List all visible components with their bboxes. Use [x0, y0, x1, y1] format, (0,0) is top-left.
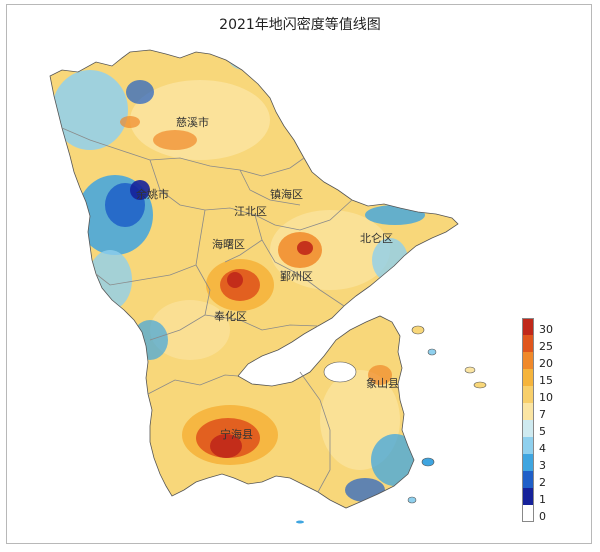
- legend-swatch-30: [522, 318, 534, 335]
- color-legend: 30 25 20 15 10 7 5 4 3 2 1 0: [522, 318, 582, 528]
- district-boundaries: [61, 127, 353, 493]
- legend-label-3: 3: [539, 459, 546, 472]
- legend-swatch-0: [522, 505, 534, 522]
- legend-label-10: 10: [539, 391, 553, 404]
- map-title: 2021年地闪密度等值线图: [219, 17, 381, 33]
- islands: [296, 325, 487, 524]
- legend-swatch-7: [522, 403, 534, 420]
- legend-label-1: 1: [539, 493, 546, 506]
- legend-swatch-2: [522, 471, 534, 488]
- place-label-yinzhou: 鄞州区: [280, 270, 313, 283]
- legend-label-4: 4: [539, 442, 546, 455]
- place-label-ninghai: 宁海县: [220, 428, 253, 441]
- place-label-jiangbei: 江北区: [234, 205, 267, 218]
- legend-swatch-1: [522, 488, 534, 505]
- legend-label-5: 5: [539, 425, 546, 438]
- legend-swatch-20: [522, 352, 534, 369]
- place-label-zhenhai: 镇海区: [270, 188, 303, 201]
- place-label-haishu: 海曙区: [212, 238, 245, 251]
- legend-label-15: 15: [539, 374, 553, 387]
- place-label-cixi: 慈溪市: [176, 116, 209, 129]
- place-label-xiangshan: 象山县: [366, 377, 399, 390]
- legend-swatch-25: [522, 335, 534, 352]
- legend-swatch-10: [522, 386, 534, 403]
- legend-label-2: 2: [539, 476, 546, 489]
- legend-label-0: 0: [539, 510, 546, 523]
- density-field: [50, 50, 458, 508]
- legend-swatch-5: [522, 420, 534, 437]
- legend-swatch-15: [522, 369, 534, 386]
- legend-label-25: 25: [539, 340, 553, 353]
- place-label-beilun: 北仑区: [360, 232, 393, 245]
- legend-label-7: 7: [539, 408, 546, 421]
- legend-swatch-3: [522, 454, 534, 471]
- place-label-yuyao: 余姚市: [136, 188, 169, 201]
- legend-label-20: 20: [539, 357, 553, 370]
- coastline: [49, 49, 459, 509]
- legend-label-30: 30: [539, 323, 553, 336]
- place-label-fenghua: 奉化区: [214, 310, 247, 323]
- legend-swatch-4: [522, 437, 534, 454]
